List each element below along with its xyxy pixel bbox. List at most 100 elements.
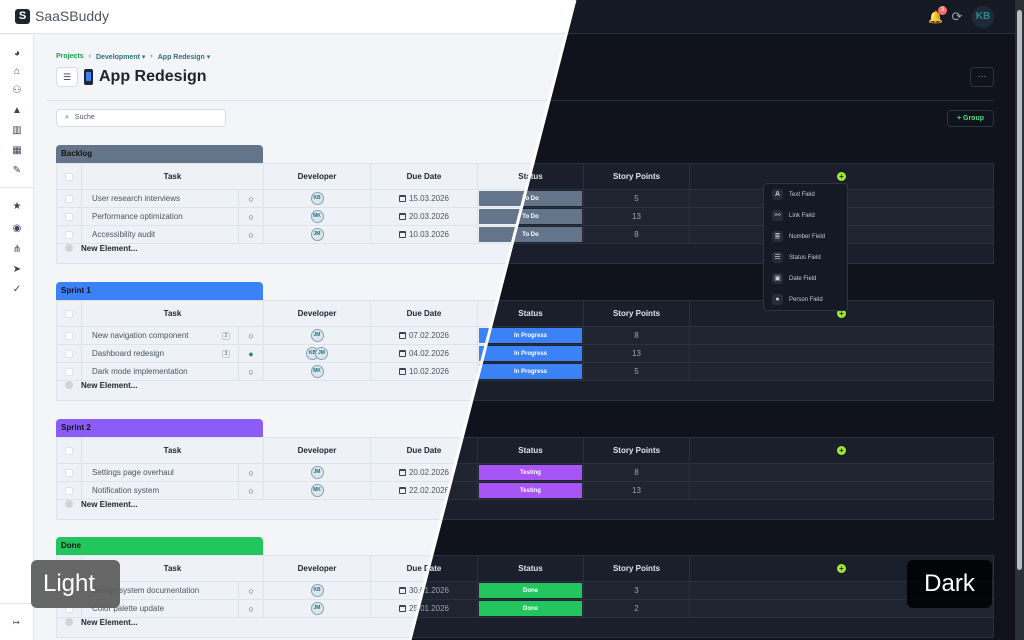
add-element-icon[interactable] xyxy=(65,244,73,252)
buildings-icon[interactable]: ▥ xyxy=(12,125,22,136)
due-date-cell[interactable]: 10.02.2026 xyxy=(371,363,478,380)
column-header-task[interactable]: Task xyxy=(82,164,264,189)
column-header-due-date[interactable]: Due Date xyxy=(371,164,478,189)
developer-avatar[interactable]: JM xyxy=(310,329,324,342)
column-header-developer[interactable]: Developer xyxy=(264,301,371,326)
bandage-icon[interactable]: ✎ xyxy=(12,165,22,176)
breadcrumb-projects[interactable]: Projects xyxy=(56,53,84,60)
status-pill[interactable]: In Progress xyxy=(479,346,582,361)
scrollbar-thumb[interactable] xyxy=(1017,10,1022,570)
breadcrumb-app-redesign[interactable]: App Redesign ▾ xyxy=(157,54,211,61)
developer-avatar[interactable]: JM xyxy=(315,347,328,360)
due-date-cell[interactable]: 20.03.2026 xyxy=(371,208,478,225)
select-all-checkbox[interactable] xyxy=(65,446,73,455)
comment-icon[interactable]: ○ xyxy=(248,366,254,377)
story-points-cell[interactable]: 5 xyxy=(584,363,690,380)
star-icon[interactable]: ★ xyxy=(12,201,22,212)
developer-avatar[interactable]: JM xyxy=(310,466,324,479)
new-element-button[interactable]: New Element... xyxy=(81,500,138,509)
column-header-status[interactable]: Status xyxy=(478,438,584,463)
task-cell[interactable]: Settings page overhaul xyxy=(82,464,239,481)
developer-cell[interactable]: KB xyxy=(264,582,371,599)
status-pill[interactable]: Testing xyxy=(479,465,582,480)
search-input[interactable]: ⌕ Suche xyxy=(56,109,226,127)
task-name[interactable]: Accessibility audit xyxy=(92,230,156,239)
status-pill[interactable]: Testing xyxy=(479,483,582,498)
collapse-sidebar-icon[interactable]: ↦ xyxy=(13,618,20,627)
story-points-cell[interactable]: 13 xyxy=(584,208,690,225)
developer-cell[interactable]: MK xyxy=(264,208,371,225)
developer-cell[interactable]: JM xyxy=(264,226,371,243)
column-header-task[interactable]: Task xyxy=(82,438,264,463)
list-view-button[interactable]: ☰ xyxy=(56,67,78,87)
add-element-icon[interactable] xyxy=(65,500,73,508)
task-name[interactable]: User research interviews xyxy=(92,194,181,203)
notifications-icon[interactable]: ▲ xyxy=(12,105,22,116)
due-date-cell[interactable]: 07.02.2026 xyxy=(371,327,478,344)
row-checkbox[interactable] xyxy=(65,349,73,358)
story-points-cell[interactable]: 2 xyxy=(584,600,690,617)
logo-icon[interactable]: S xyxy=(15,9,30,24)
group-label[interactable]: Sprint 1 xyxy=(56,282,263,300)
add-column-button[interactable]: + xyxy=(837,172,846,181)
status-cell[interactable]: In Progress xyxy=(478,327,584,344)
task-cell[interactable]: Accessibility audit xyxy=(82,226,239,243)
task-cell[interactable]: Notification system xyxy=(82,482,239,499)
add-column-button[interactable]: + xyxy=(837,564,846,573)
brand-name[interactable]: SaaSBuddy xyxy=(35,8,109,24)
menu-item-text-field[interactable]: A Text Field xyxy=(764,184,847,205)
task-cell[interactable]: Dashboard redesign 3 xyxy=(82,345,239,362)
task-cell[interactable]: Performance optimization xyxy=(82,208,239,225)
comment-icon[interactable]: ○ xyxy=(248,193,254,204)
send-icon[interactable]: ➤ xyxy=(12,264,22,275)
team-icon[interactable]: ⚇ xyxy=(12,85,22,96)
vertical-scrollbar[interactable] xyxy=(1015,0,1024,640)
task-cell[interactable]: Design system documentation xyxy=(82,582,239,599)
due-date-cell[interactable]: 04.02.2026 xyxy=(371,345,478,362)
developer-cell[interactable]: MK xyxy=(264,482,371,499)
status-cell[interactable]: Testing xyxy=(478,464,584,481)
task-name[interactable]: New navigation component xyxy=(92,331,189,340)
refresh-icon[interactable]: ⟳ xyxy=(951,9,963,24)
column-header-due-date[interactable]: Due Date xyxy=(371,301,478,326)
column-header-story-points[interactable]: Story Points xyxy=(584,301,690,326)
task-name[interactable]: Dashboard redesign xyxy=(92,349,165,358)
select-all-checkbox[interactable] xyxy=(65,309,73,318)
developer-avatar[interactable]: JM xyxy=(310,228,324,241)
group-label[interactable]: Backlog xyxy=(56,145,263,163)
story-points-cell[interactable]: 13 xyxy=(584,482,690,499)
row-checkbox[interactable] xyxy=(65,230,73,239)
dashboard-icon[interactable]: ◕ xyxy=(13,48,21,59)
column-header-task[interactable]: Task xyxy=(82,556,264,581)
add-group-button[interactable]: + Group xyxy=(947,110,994,127)
developer-cell[interactable]: JM xyxy=(264,327,371,344)
comment-icon[interactable]: ● xyxy=(248,348,254,359)
select-all-checkbox[interactable] xyxy=(65,172,73,181)
status-pill[interactable]: In Progress xyxy=(479,328,582,343)
comment-icon[interactable]: ○ xyxy=(248,585,254,596)
developer-cell[interactable]: MK xyxy=(264,363,371,380)
task-name[interactable]: Notification system xyxy=(92,486,160,495)
row-checkbox[interactable] xyxy=(65,468,73,477)
status-pill[interactable]: Done xyxy=(479,583,582,598)
task-cell[interactable]: User research interviews xyxy=(82,190,239,207)
status-cell[interactable]: Done xyxy=(478,582,584,599)
new-element-button[interactable]: New Element... xyxy=(81,381,138,390)
status-cell[interactable]: Testing xyxy=(478,482,584,499)
task-cell[interactable]: New navigation component 2 xyxy=(82,327,239,344)
story-points-cell[interactable]: 3 xyxy=(584,582,690,599)
status-pill[interactable]: In Progress xyxy=(479,364,582,379)
column-header-task[interactable]: Task xyxy=(82,301,264,326)
task-name[interactable]: Dark mode implementation xyxy=(92,367,188,376)
new-element-button[interactable]: New Element... xyxy=(81,618,138,627)
row-checkbox[interactable] xyxy=(65,486,73,495)
comment-icon[interactable]: ○ xyxy=(248,485,254,496)
menu-item-status-field[interactable]: ☰ Status Field xyxy=(764,247,847,268)
status-cell[interactable]: In Progress xyxy=(478,363,584,380)
comment-icon[interactable]: ○ xyxy=(248,229,254,240)
column-header-story-points[interactable]: Story Points xyxy=(584,438,690,463)
story-points-cell[interactable]: 5 xyxy=(584,190,690,207)
status-cell[interactable]: In Progress xyxy=(478,345,584,362)
developer-avatar[interactable]: MK xyxy=(310,210,324,223)
